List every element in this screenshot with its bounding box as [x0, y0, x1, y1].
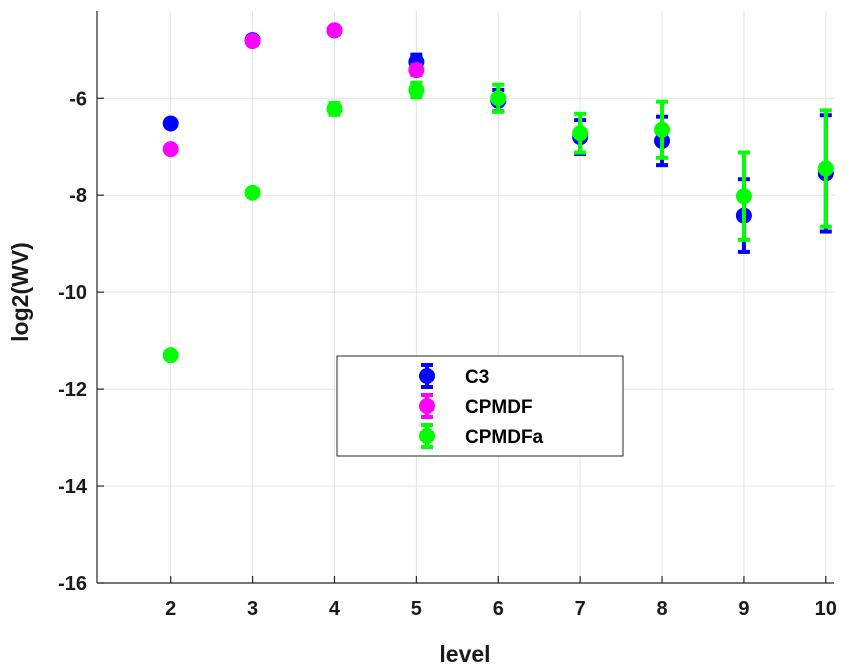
- data-point: [162, 115, 179, 132]
- x-tick-label-6: 6: [493, 598, 504, 620]
- x-tick-label-7: 7: [575, 598, 586, 620]
- axes: [96, 11, 834, 584]
- data-point: [408, 82, 425, 99]
- legend: C3 CPMDF CPMDFa: [336, 355, 624, 457]
- x-tick-label-10: 10: [815, 598, 837, 620]
- legend-label: CPMDFa: [465, 427, 544, 448]
- y-tick-label--16: -16: [58, 573, 87, 595]
- y-axis-label: log2(WV): [7, 242, 33, 342]
- y-tick-label--14: -14: [58, 476, 88, 498]
- data-marks: [162, 22, 834, 364]
- data-point: [572, 125, 589, 142]
- y-tick-label--10: -10: [58, 282, 87, 304]
- legend-label: CPMDF: [465, 397, 533, 418]
- data-point: [326, 100, 343, 117]
- legend-marker: [419, 428, 435, 444]
- series-CPMDFa: [162, 80, 834, 364]
- y-tick-label--12: -12: [58, 379, 87, 401]
- data-point: [408, 62, 425, 79]
- y-tick-label--8: -8: [69, 185, 87, 207]
- x-tick-label-8: 8: [656, 598, 667, 620]
- y-tick-label--6: -6: [69, 88, 87, 110]
- data-point: [326, 22, 343, 39]
- legend-box: [336, 355, 624, 457]
- tick-labels: 2 3 4 5 6 7 8 9 10 -16 -14 -12 -10 -8 -6: [58, 88, 837, 620]
- data-point: [162, 141, 179, 158]
- plot-background: [97, 11, 834, 583]
- data-point: [817, 160, 834, 177]
- legend-marker: [419, 398, 435, 414]
- grid: [97, 11, 834, 584]
- data-point: [490, 90, 507, 107]
- legend-label: C3: [465, 367, 489, 388]
- x-tick-label-4: 4: [329, 598, 341, 620]
- legend-marker: [419, 368, 435, 384]
- x-tick-label-5: 5: [411, 598, 422, 620]
- x-axis-label: level: [439, 641, 490, 667]
- x-tick-label-3: 3: [247, 598, 258, 620]
- x-tick-label-9: 9: [738, 598, 749, 620]
- x-tick-label-2: 2: [165, 598, 176, 620]
- data-point: [244, 33, 261, 50]
- data-point: [735, 188, 752, 205]
- series-CPMDF: [162, 22, 425, 158]
- data-point: [654, 121, 671, 138]
- data-point: [162, 347, 179, 364]
- data-point: [244, 184, 261, 201]
